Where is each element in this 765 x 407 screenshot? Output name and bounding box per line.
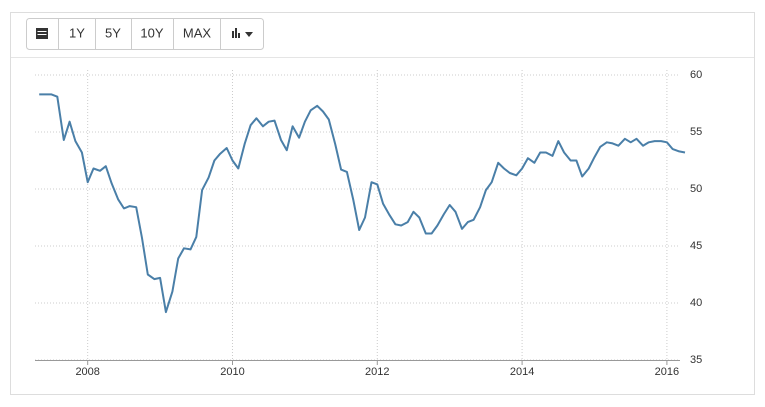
- chart-type-button[interactable]: [232, 28, 253, 38]
- toolbar: 1Y 5Y 10Y MAX: [26, 18, 264, 50]
- x-tick-label: 2010: [220, 366, 244, 378]
- x-tick-label: 2016: [655, 366, 679, 378]
- range-button[interactable]: 1Y: [69, 25, 85, 40]
- y-tick-label: 60: [690, 69, 702, 81]
- y-tick-label: 40: [690, 297, 702, 309]
- y-tick-label: 55: [690, 126, 702, 138]
- y-tick-label: 45: [690, 240, 702, 252]
- button-group: [26, 18, 264, 50]
- range-button[interactable]: 5Y: [105, 25, 121, 40]
- range-button[interactable]: MAX: [183, 25, 212, 40]
- x-tick-label: 2008: [75, 366, 99, 378]
- x-tick-label: 2012: [365, 366, 389, 378]
- x-tick-label: 2014: [510, 366, 534, 378]
- y-tick-label: 50: [690, 183, 702, 195]
- calendar-button[interactable]: [36, 28, 48, 39]
- range-button[interactable]: 10Y: [140, 25, 163, 40]
- line-series: [39, 93, 686, 314]
- y-tick-label: 35: [690, 354, 702, 366]
